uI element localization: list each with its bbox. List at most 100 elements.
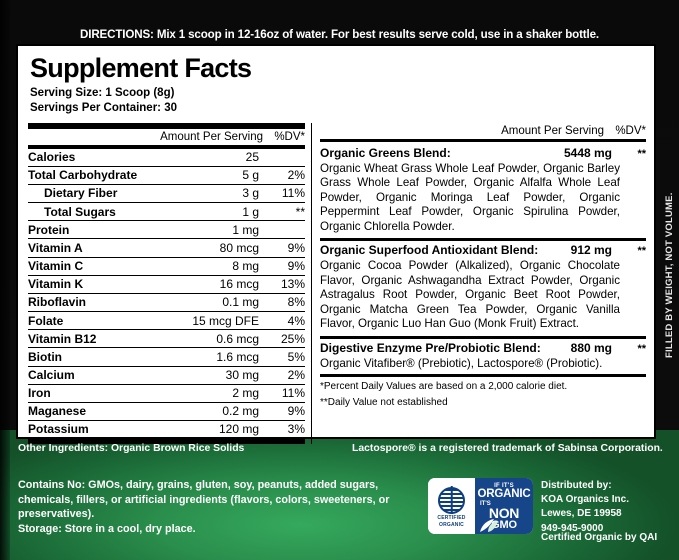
servings-per-container: Servings Per Container: 30: [30, 102, 177, 115]
rule-med-left: [28, 144, 305, 148]
seal-organic: ORGANIC: [477, 487, 531, 500]
blend-header: Digestive Enzyme Pre/Probiotic Blend: 880…: [320, 339, 646, 357]
serving-size: Serving Size: 1 Scoop (8g): [30, 87, 175, 100]
blends-header-row: Amount Per Serving %DV*: [320, 123, 646, 139]
nutrient-amount: 8 mg: [232, 259, 259, 274]
nutrients-column: Amount Per Serving %DV* Calories 25 Total …: [28, 122, 305, 445]
non-gmo-mark: IF IT'S ORGANIC IT'S NON GMO: [475, 478, 533, 534]
rule-med-footnote: [320, 373, 646, 377]
nutrient-amount: 2 mg: [232, 386, 259, 401]
table-row: Protein 1 mg: [28, 220, 305, 238]
certified-organic-by-qai: Certified Organic by QAI: [541, 532, 658, 543]
nutrient-dv: 13%: [280, 277, 305, 292]
blend-header: Organic Greens Blend: 5448 mg **: [320, 144, 646, 162]
nutrient-amount: 15 mcg DFE: [192, 313, 259, 328]
nutrient-name: Protein: [28, 222, 70, 237]
storage-value: Store in a cool, dry place.: [61, 523, 196, 535]
nutrient-name: Folate: [28, 313, 64, 328]
table-row: Riboflavin 0.1 mg 8%: [28, 292, 305, 311]
directions-body: Mix 1 scoop in 12-16oz of water. For bes…: [153, 28, 599, 41]
footnote-daily-values: *Percent Daily Values are based on a 2,0…: [320, 380, 568, 392]
nutrient-dv: 9%: [287, 404, 305, 419]
nutrient-dv: 8%: [287, 295, 305, 310]
usda-certified-organic-mark: CERTIFIED ORGANIC: [428, 478, 475, 534]
nutrient-name: Calcium: [28, 368, 75, 383]
table-row: Total Carbohydrate 5 g 2%: [28, 165, 305, 184]
blend-section: Digestive Enzyme Pre/Probiotic Blend: 880…: [320, 334, 646, 374]
contains-no-value: GMOs, dairy, grains, gluten, soy, peanut…: [18, 479, 390, 521]
organic-non-gmo-seal: CERTIFIED ORGANIC IF IT'S ORGANIC IT'S N…: [428, 478, 533, 534]
leaf-icon: [480, 519, 498, 532]
header-amount-per-serving-right: Amount Per Serving: [501, 124, 604, 137]
blend-dv: **: [637, 245, 646, 258]
nutrients-header-row: Amount Per Serving %DV*: [28, 129, 305, 145]
other-ingredients-value: Organic Brown Rice Solids: [108, 443, 245, 454]
nutrient-amount: 1 mg: [232, 222, 259, 237]
rule-med-right: [320, 138, 646, 142]
nutrient-name: Total Sugars: [44, 204, 116, 219]
blend-amount: 880 mg: [570, 340, 612, 355]
nutrient-amount: 5 g: [242, 168, 259, 183]
blend-ingredients: Organic Vitafiber® (Prebiotic), Lactospo…: [320, 357, 603, 371]
nutrient-name: Dietary Fiber: [44, 186, 118, 201]
seal-non: NON: [488, 505, 520, 522]
nutrient-dv: **: [295, 204, 305, 219]
distributor-address: Lewes, DE 19958: [541, 508, 622, 520]
directions-text: DIRECTIONS: Mix 1 scoop in 12-16oz of wa…: [0, 28, 679, 41]
nutrient-name: Potassium: [28, 422, 89, 437]
table-row: Maganese 0.2 mg 9%: [28, 401, 305, 420]
header-spacer-right: [320, 125, 501, 137]
nutrient-amount: 120 mg: [218, 422, 259, 437]
blend-name: Organic Greens Blend:: [320, 145, 451, 160]
nutrient-amount: 80 mcg: [219, 240, 259, 255]
nutrient-dv: 5%: [287, 349, 305, 364]
blend-name: Organic Superfood Antioxidant Blend:: [320, 243, 539, 258]
table-row: Vitamin K 16 mcg 13%: [28, 274, 305, 293]
column-divider: [311, 122, 312, 445]
header-spacer: [28, 131, 160, 143]
table-row: Vitamin C 8 mg 9%: [28, 256, 305, 275]
left-edge-shadow: [0, 0, 10, 560]
table-row: Dietary Fiber 3 g 11%: [28, 183, 305, 202]
filled-by-weight-notice: FILLED BY WEIGHT, NOT VOLUME.: [664, 192, 675, 358]
nutrient-name: Riboflavin: [28, 295, 87, 310]
seal-certified-label: CERTIFIED: [437, 514, 466, 521]
header-amount-per-serving: Amount Per Serving: [160, 130, 263, 143]
supplement-facts-panel: Supplement Facts Serving Size: 1 Scoop (…: [16, 44, 656, 445]
nutrient-dv: 2%: [287, 368, 305, 383]
facts-columns: Amount Per Serving %DV* Calories 25 Total …: [28, 122, 646, 445]
blend-section: Organic Superfood Antioxidant Blend: 912 …: [320, 236, 646, 334]
nutrient-dv: 4%: [287, 313, 305, 328]
blend-name: Digestive Enzyme Pre/Probiotic Blend:: [320, 340, 541, 355]
nutrient-rows: Calories 25 Total Carbohydrate 5 g 2% Dietary…: [28, 147, 305, 439]
seal-if-its: IF IT'S: [494, 482, 514, 489]
blend-dv: **: [637, 342, 646, 355]
seal-its: IT'S: [480, 501, 491, 508]
table-row: Biotin 1.6 mcg 5%: [28, 347, 305, 365]
table-row: Iron 2 mg 11%: [28, 383, 305, 402]
header-dv: %DV*: [274, 130, 305, 143]
green-gradient-glow: [0, 430, 679, 560]
lactospore-trademark-notice: Lactospore® is a registered trademark of…: [352, 443, 663, 454]
distributor-company: KOA Organics Inc.: [541, 494, 629, 506]
blend-dv: **: [637, 147, 646, 160]
nutrient-dv: 11%: [281, 386, 305, 401]
blend-header: Organic Superfood Antioxidant Blend: 912 …: [320, 241, 646, 259]
other-ingredients-label: Other Ingredients:: [18, 443, 109, 454]
nutrient-name: Iron: [28, 386, 51, 401]
storage-instructions: Storage: Store in a cool, dry place.: [18, 523, 196, 535]
rule-med-blend: [320, 335, 646, 339]
table-row: Folate 15 mcg DFE 4%: [28, 311, 305, 329]
rule-thick-bottom-left: [28, 438, 305, 445]
nutrient-amount: 1 g: [242, 204, 259, 219]
rule-med-blend: [320, 238, 646, 242]
nutrient-amount: 0.6 mcg: [216, 331, 259, 346]
table-row: Calcium 30 mg 2%: [28, 365, 305, 384]
nutrient-amount: 1.6 mcg: [216, 349, 259, 364]
distributor-info: Distributed by: KOA Organics Inc. Lewes,…: [541, 479, 629, 536]
table-row: Potassium 120 mg 3%: [28, 419, 305, 438]
table-row: Vitamin A 80 mcg 9%: [28, 238, 305, 256]
seal-organic-label: ORGANIC: [438, 521, 464, 528]
nutrient-dv: 11%: [281, 186, 305, 201]
nutrient-name: Vitamin A: [28, 240, 83, 255]
